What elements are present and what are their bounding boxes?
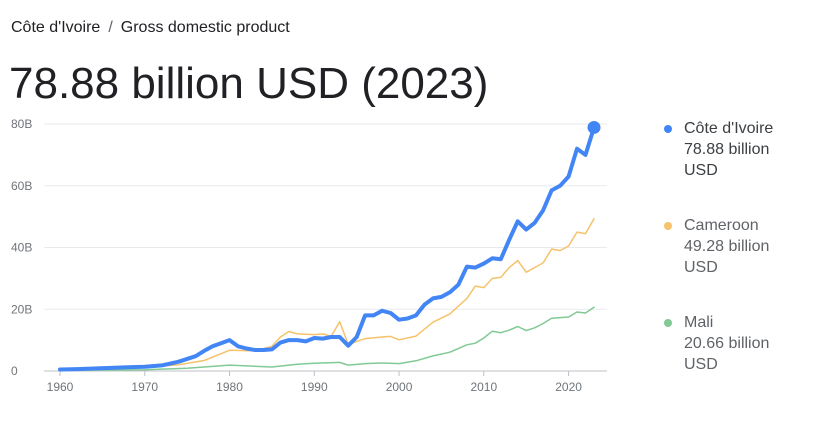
y-tick-label: 40B: [11, 241, 32, 255]
headline-value: 78.88 billion USD (2023): [9, 59, 489, 108]
y-tick-label: 80B: [11, 117, 32, 131]
series-line-mali: [59, 306, 595, 371]
series-lines: [58, 120, 601, 372]
breadcrumb-separator: /: [108, 19, 113, 36]
legend-series-name: Mali: [684, 314, 714, 331]
y-tick-label: 20B: [11, 302, 32, 316]
series-line-cameroon: [59, 218, 595, 370]
legend-series-unit: USD: [684, 259, 718, 276]
legend-series-name: Cameroon: [684, 217, 759, 234]
x-tick-label: 2020: [555, 380, 582, 394]
x-tick-label: 2010: [470, 380, 497, 394]
legend-series-name: Côte d'Ivoire: [684, 120, 774, 137]
x-tick-label: 1960: [47, 380, 74, 394]
legend-item-cote-divoire[interactable]: Côte d'Ivoire 78.88 billion USD: [664, 118, 773, 181]
legend-dot-icon: [664, 125, 672, 133]
y-axis-labels: 0 20B 40B 60B 80B: [11, 117, 32, 378]
breadcrumb: Côte d'Ivoire / Gross domestic product: [11, 19, 290, 37]
legend-series-unit: USD: [684, 356, 718, 373]
breadcrumb-indicator: Gross domestic product: [120, 19, 290, 36]
legend-item-cameroon[interactable]: Cameroon 49.28 billion USD: [664, 215, 769, 278]
y-tick-label: 60B: [11, 179, 32, 193]
legend-dot-icon: [664, 222, 672, 230]
breadcrumb-country[interactable]: Côte d'Ivoire: [11, 19, 101, 36]
y-tick-label: 0: [11, 364, 18, 378]
legend-series-value: 78.88 billion: [684, 141, 770, 158]
legend-dot-icon: [664, 319, 672, 327]
legend-item-mali[interactable]: Mali 20.66 billion USD: [664, 312, 769, 375]
legend-series-unit: USD: [684, 162, 718, 179]
chart-gridlines: [44, 123, 607, 372]
x-tick-label: 1990: [301, 380, 328, 394]
x-axis: 1960 1970 1980 1990 2000 2010 2020: [47, 371, 582, 394]
gdp-line-chart[interactable]: 0 20B 40B 60B 80B 1960 1970 1980 1990 2000 2010 20…: [0, 0, 640, 424]
latest-value-marker: [587, 120, 601, 134]
x-tick-label: 1970: [131, 380, 158, 394]
series-line-c-te-d-ivoire: [58, 125, 596, 372]
x-tick-label: 1980: [216, 380, 243, 394]
x-tick-label: 2000: [386, 380, 413, 394]
legend-series-value: 49.28 billion: [684, 238, 770, 255]
legend-series-value: 20.66 billion: [684, 335, 770, 352]
